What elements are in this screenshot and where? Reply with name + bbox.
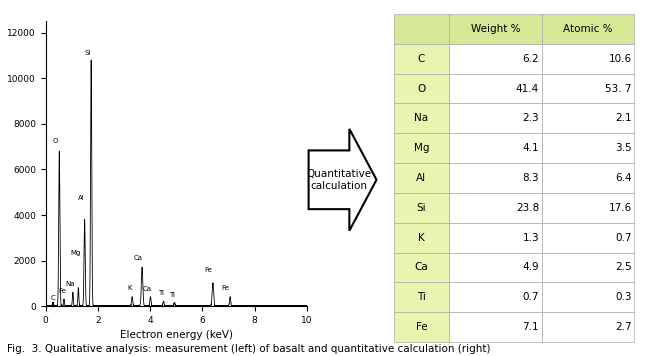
FancyBboxPatch shape [394,252,449,282]
Text: Ca: Ca [142,286,151,292]
Text: O: O [53,138,58,145]
Text: 1.3: 1.3 [522,233,539,243]
FancyBboxPatch shape [394,133,449,163]
FancyBboxPatch shape [542,104,635,133]
FancyBboxPatch shape [449,163,542,193]
FancyBboxPatch shape [542,74,635,104]
Text: 0.3: 0.3 [615,292,632,302]
Text: Mg: Mg [70,250,80,256]
Text: O: O [417,84,426,94]
FancyBboxPatch shape [449,74,542,104]
Text: 7.1: 7.1 [522,322,539,332]
FancyBboxPatch shape [449,312,542,342]
FancyBboxPatch shape [542,223,635,252]
FancyArrow shape [309,129,377,231]
Y-axis label: Counts: Counts [0,146,2,182]
Text: 2.5: 2.5 [615,262,632,272]
FancyBboxPatch shape [394,44,449,74]
FancyBboxPatch shape [449,104,542,133]
Text: 6.2: 6.2 [522,54,539,64]
Text: Fe: Fe [221,285,229,290]
Text: 0.7: 0.7 [615,233,632,243]
Text: Atomic %: Atomic % [564,24,613,34]
Text: 3.5: 3.5 [615,143,632,153]
Text: C: C [418,54,425,64]
FancyBboxPatch shape [542,163,635,193]
FancyBboxPatch shape [542,193,635,223]
FancyBboxPatch shape [394,163,449,193]
Text: 4.1: 4.1 [522,143,539,153]
Text: Ca: Ca [133,255,142,261]
Text: Al: Al [416,173,426,183]
FancyBboxPatch shape [449,282,542,312]
Text: Weight %: Weight % [471,24,520,34]
Text: Na: Na [414,113,428,123]
Text: Si: Si [84,49,91,56]
FancyBboxPatch shape [449,14,542,44]
Text: 0.7: 0.7 [522,292,539,302]
Text: Fe: Fe [58,288,66,294]
FancyBboxPatch shape [394,74,449,104]
Text: Na: Na [66,282,75,288]
FancyBboxPatch shape [449,252,542,282]
Text: Ti: Ti [417,292,426,302]
Text: 4.9: 4.9 [522,262,539,272]
Text: Ti: Ti [168,292,174,298]
Text: 8.3: 8.3 [522,173,539,183]
X-axis label: Electron energy (keV): Electron energy (keV) [119,330,233,340]
FancyBboxPatch shape [542,282,635,312]
Text: 6.4: 6.4 [615,173,632,183]
FancyBboxPatch shape [542,312,635,342]
Text: 23.8: 23.8 [516,203,539,213]
Text: Quantitative
calculation: Quantitative calculation [307,169,372,190]
Text: Si: Si [417,203,426,213]
FancyBboxPatch shape [449,193,542,223]
FancyBboxPatch shape [449,44,542,74]
FancyBboxPatch shape [394,223,449,252]
Text: 2.3: 2.3 [522,113,539,123]
Text: Ti: Ti [157,290,164,296]
Text: 2.1: 2.1 [615,113,632,123]
Text: 53. 7: 53. 7 [605,84,632,94]
Text: 17.6: 17.6 [609,203,632,213]
Text: Mg: Mg [413,143,429,153]
Text: 41.4: 41.4 [516,84,539,94]
Text: 10.6: 10.6 [609,54,632,64]
Text: Al: Al [78,195,85,201]
Text: Ca: Ca [415,262,428,272]
FancyBboxPatch shape [394,104,449,133]
Text: K: K [418,233,424,243]
FancyBboxPatch shape [394,193,449,223]
FancyBboxPatch shape [542,14,635,44]
FancyBboxPatch shape [542,252,635,282]
FancyBboxPatch shape [542,44,635,74]
Text: Fe: Fe [204,267,212,273]
Text: K: K [127,285,131,290]
Text: 2.7: 2.7 [615,322,632,332]
FancyBboxPatch shape [449,133,542,163]
FancyBboxPatch shape [394,282,449,312]
FancyBboxPatch shape [449,223,542,252]
Text: Fe: Fe [415,322,427,332]
FancyBboxPatch shape [394,14,449,44]
FancyBboxPatch shape [394,312,449,342]
Text: C: C [51,295,56,301]
FancyBboxPatch shape [542,133,635,163]
Text: Fig.  3. Qualitative analysis: measurement (left) of basalt and quantitative cal: Fig. 3. Qualitative analysis: measuremen… [7,344,490,354]
